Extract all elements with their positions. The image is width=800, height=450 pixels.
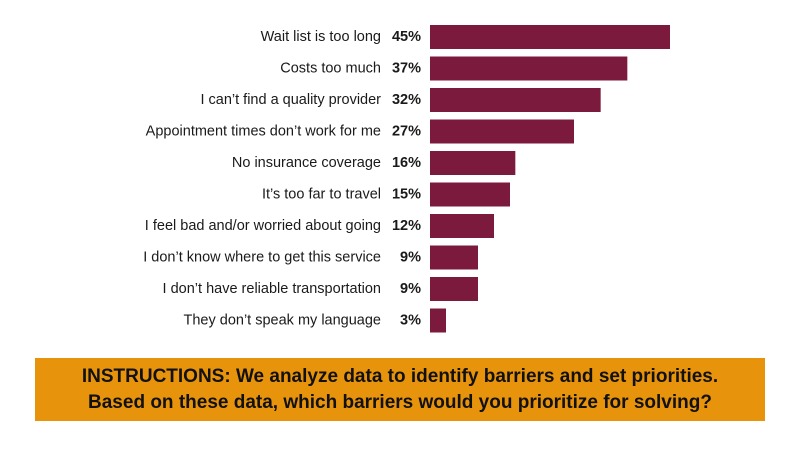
bar [430, 25, 670, 49]
bar [430, 182, 510, 207]
category-label: They don’t speak my language [184, 313, 382, 329]
bar [430, 214, 494, 238]
bar [430, 151, 516, 175]
value-label: 45% [392, 29, 421, 45]
value-label: 3% [400, 313, 421, 329]
category-label: I feel bad and/or worried about going [145, 218, 381, 234]
category-label: Wait list is too long [261, 29, 381, 45]
instructions-banner: INSTRUCTIONS: We analyze data to identif… [35, 358, 765, 421]
category-label: I can’t find a quality provider [200, 92, 381, 108]
category-label: It’s too far to travel [262, 187, 381, 203]
value-label: 32% [392, 92, 421, 108]
bar [430, 308, 446, 333]
category-label: I don’t have reliable transportation [163, 281, 381, 297]
bar [430, 56, 628, 81]
value-label: 37% [392, 61, 421, 77]
category-label: No insurance coverage [232, 155, 381, 171]
category-label: I don’t know where to get this service [143, 250, 381, 266]
value-label: 9% [400, 281, 421, 297]
category-label: Appointment times don’t work for me [146, 124, 381, 140]
bar [430, 245, 478, 270]
value-label: 12% [392, 218, 421, 234]
bar [430, 88, 601, 112]
bar [430, 119, 574, 144]
value-label: 16% [392, 155, 421, 171]
bar-chart: Wait list is too long 45% Costs too much 37… [143, 25, 670, 333]
bar [430, 277, 478, 301]
value-label: 27% [392, 124, 421, 140]
instructions-line-2: Based on these data, which barriers woul… [88, 391, 712, 413]
value-label: 9% [400, 250, 421, 266]
value-label: 15% [392, 187, 421, 203]
instructions-line-1: INSTRUCTIONS: We analyze data to identif… [81, 365, 719, 387]
category-label: Costs too much [280, 61, 381, 77]
